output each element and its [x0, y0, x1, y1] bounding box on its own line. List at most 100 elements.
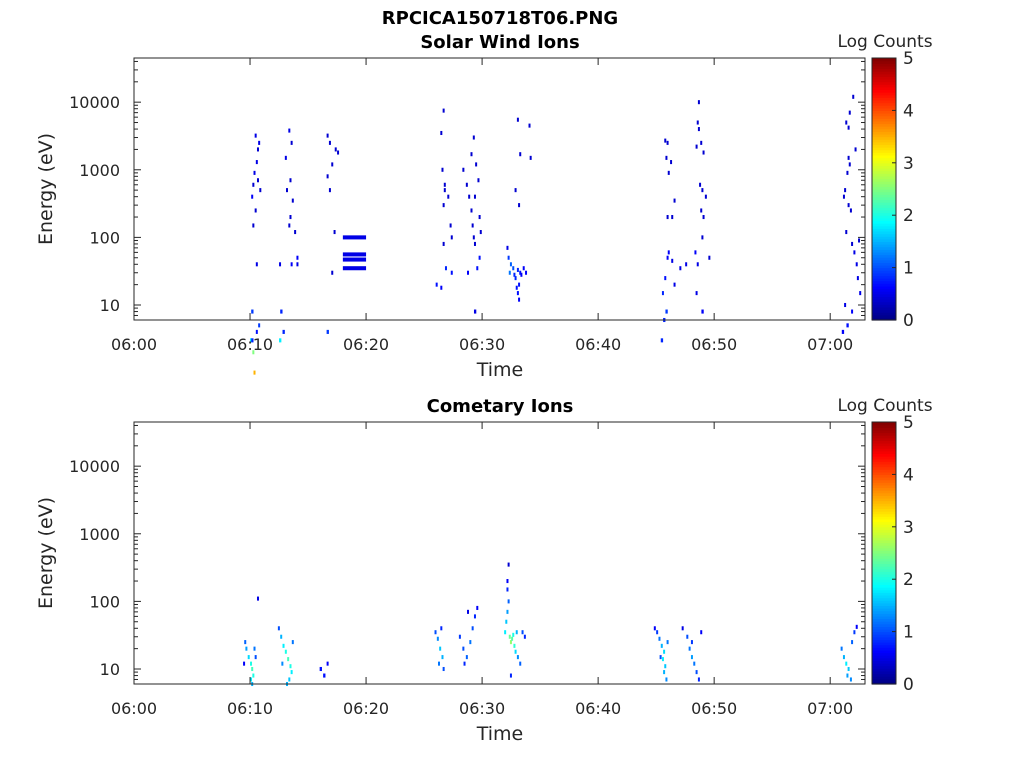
- colorbar-segment: [872, 220, 896, 224]
- heatmap-cell: [458, 634, 461, 639]
- colorbar-segment: [872, 238, 896, 242]
- colorbar-segment: [872, 647, 896, 651]
- colorbar-segment: [872, 568, 896, 572]
- colorbar-segment: [872, 199, 896, 203]
- heatmap-cell: [690, 655, 693, 660]
- heatmap-cell: [512, 266, 515, 271]
- heatmap-cell: [342, 257, 367, 262]
- x-tick-label: 06:30: [459, 335, 505, 354]
- colorbar-segment: [872, 563, 896, 567]
- colorbar-segment: [872, 259, 896, 263]
- heatmap-cell: [505, 619, 508, 624]
- heatmap-cell: [523, 634, 526, 639]
- colorbar-segment: [872, 272, 896, 277]
- heatmap-cell: [667, 170, 670, 175]
- heatmap-cell: [673, 282, 676, 287]
- colorbar-segment: [872, 422, 896, 426]
- heatmap-cell: [251, 666, 254, 672]
- colorbar-segment: [872, 314, 896, 318]
- colorbar-segment: [872, 484, 896, 489]
- heatmap-cell: [473, 241, 476, 246]
- colorbar-segment: [872, 623, 896, 627]
- heatmap-cell: [331, 270, 334, 275]
- x-axis-label-cometary: Time: [476, 723, 524, 745]
- colorbar-segment: [872, 490, 896, 494]
- heatmap-cell: [255, 160, 258, 165]
- heatmap-cell: [697, 677, 700, 682]
- heatmap-cell: [326, 661, 329, 666]
- colorbar-segment: [872, 631, 896, 635]
- colorbar-segment: [872, 99, 896, 104]
- colorbar-segment: [872, 71, 896, 75]
- heatmap-cell: [506, 587, 509, 592]
- heatmap-cell: [513, 272, 516, 277]
- heatmap-cell: [701, 235, 704, 240]
- heatmap-cell: [328, 140, 331, 145]
- colorbar-segment: [872, 589, 896, 593]
- colorbar-segment: [872, 500, 896, 504]
- heatmap-cell: [255, 262, 258, 267]
- heatmap-cell: [666, 215, 669, 220]
- heatmap-cell: [666, 640, 669, 645]
- heatmap-cell: [512, 632, 515, 637]
- heatmap-cell: [250, 661, 253, 666]
- colorbar-segment: [872, 670, 896, 675]
- colorbar-segment: [872, 60, 896, 64]
- heatmap-cell: [284, 649, 287, 654]
- colorbar-segment: [872, 553, 896, 557]
- colorbar-segment: [872, 149, 896, 153]
- colorbar-segment: [872, 584, 896, 588]
- colorbar-segment: [872, 233, 896, 237]
- colorbar-segment: [872, 615, 896, 620]
- colorbar-segment: [872, 497, 896, 502]
- figure-title: RPCICA150718T06.PNG: [382, 8, 618, 29]
- x-tick-label: 06:40: [575, 699, 621, 718]
- heatmap-cell: [521, 630, 524, 635]
- heatmap-cell: [522, 266, 525, 271]
- heatmap-cell: [436, 636, 439, 641]
- heatmap-cell: [471, 223, 474, 228]
- colorbar-tick-label: 3: [903, 154, 914, 174]
- colorbar-segment: [872, 505, 896, 510]
- colorbar-segment: [872, 594, 896, 599]
- heatmap-cell: [854, 147, 857, 152]
- heatmap-cell: [294, 230, 297, 235]
- colorbar-segment: [872, 442, 896, 447]
- heatmap-cell: [465, 655, 468, 660]
- heatmap-cell: [476, 605, 479, 610]
- heatmap-cell: [256, 596, 259, 601]
- colorbar-tick-label: 5: [903, 49, 914, 69]
- colorbar-segment: [872, 105, 896, 109]
- heatmap-cell: [656, 630, 659, 635]
- heatmap-cell: [848, 162, 851, 167]
- heatmap-cell: [434, 630, 437, 635]
- heatmap-cell: [855, 262, 858, 267]
- heatmap-cell: [287, 657, 290, 662]
- x-tick-label: 06:50: [691, 699, 737, 718]
- heatmap-cell: [847, 125, 850, 130]
- heatmap-cell: [519, 661, 522, 666]
- heatmap-cell: [695, 291, 698, 296]
- colorbar-segment: [872, 170, 896, 174]
- heatmap-cell: [280, 309, 283, 314]
- heatmap-cell: [507, 599, 510, 604]
- colorbar-segment: [872, 312, 896, 316]
- colorbar-segment: [872, 613, 896, 617]
- heatmap-cell: [852, 94, 855, 99]
- heatmap-cell: [507, 255, 510, 260]
- heatmap-cell: [253, 370, 256, 375]
- heatmap-cell: [673, 198, 676, 203]
- colorbar-segment: [872, 317, 896, 321]
- colorbar-segment: [872, 458, 896, 462]
- colorbar-tick-label: 2: [903, 206, 914, 226]
- colorbar-tick-label: 4: [903, 101, 914, 121]
- heatmap-cell: [694, 250, 697, 255]
- colorbar-segment: [872, 456, 896, 460]
- heatmap-cell: [511, 636, 514, 641]
- colorbar-segment: [872, 450, 896, 455]
- heatmap-cell: [439, 646, 442, 651]
- colorbar-segment: [872, 154, 896, 159]
- colorbar-segment: [872, 424, 896, 428]
- heatmap-cell: [664, 276, 667, 281]
- colorbar-segment: [872, 86, 896, 91]
